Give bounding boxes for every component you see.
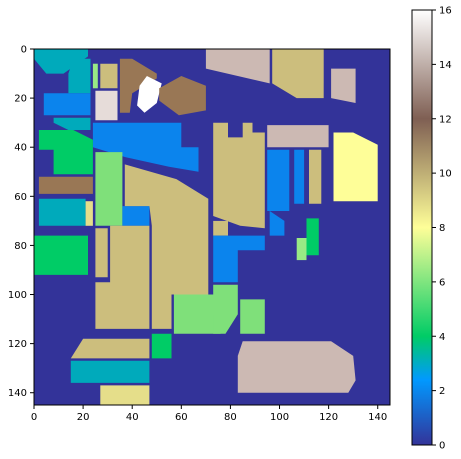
region-class-3 xyxy=(70,360,150,383)
colorbar-tick-label: 8 xyxy=(439,223,445,234)
y-tick-label: 40 xyxy=(14,143,27,154)
colorbar-tick-label: 4 xyxy=(439,332,445,343)
region-class-2 xyxy=(294,149,305,204)
x-tick-label: 60 xyxy=(175,412,188,423)
region-class-10 xyxy=(151,294,172,329)
region-class-2 xyxy=(43,93,91,116)
region-class-11 xyxy=(119,58,157,113)
region-class-10 xyxy=(124,164,209,295)
region-class-16 xyxy=(137,76,162,113)
region-class-2 xyxy=(122,206,150,226)
region-class-4 xyxy=(38,130,93,175)
colorbar-tick-label: 6 xyxy=(439,277,445,288)
region-class-14 xyxy=(331,68,356,103)
region-class-10 xyxy=(213,122,265,229)
colorbar xyxy=(412,10,432,445)
region-class-2 xyxy=(267,149,290,211)
region-class-8 xyxy=(333,132,378,202)
region-class-3 xyxy=(34,49,88,74)
region-class-4 xyxy=(34,235,88,275)
region-class-6 xyxy=(92,63,98,89)
region-class-6 xyxy=(296,238,307,261)
region-class-10 xyxy=(213,220,228,236)
region-class-5 xyxy=(213,284,238,334)
region-class-10 xyxy=(70,338,150,359)
region-class-9 xyxy=(100,385,150,405)
y-tick-label: 120 xyxy=(8,339,27,350)
region-class-10 xyxy=(272,49,324,99)
x-axis: 0 20 40 60 80 100 120 140 xyxy=(31,405,387,423)
region-class-4 xyxy=(306,218,319,256)
y-tick-label: 60 xyxy=(14,192,27,203)
region-class-3 xyxy=(68,58,91,94)
colorbar-axis: 0 2 4 6 8 10 12 14 16 xyxy=(432,6,452,452)
map-regions xyxy=(34,49,378,405)
region-class-12 xyxy=(38,176,93,194)
region-class-11 xyxy=(159,76,206,116)
region-class-14 xyxy=(267,125,329,148)
y-tick-label: 20 xyxy=(14,94,27,105)
x-tick-label: 20 xyxy=(77,412,90,423)
y-axis: 0 20 40 60 80 100 120 140 xyxy=(8,45,34,399)
x-tick-label: 140 xyxy=(368,412,387,423)
x-tick-label: 100 xyxy=(270,412,289,423)
colorbar-tick-label: 14 xyxy=(439,60,452,71)
region-class-5 xyxy=(95,152,123,226)
region-class-5 xyxy=(173,294,221,334)
region-class-9 xyxy=(85,201,93,226)
colorbar-tick-label: 0 xyxy=(439,441,445,452)
x-tick-label: 80 xyxy=(224,412,237,423)
region-class-3 xyxy=(38,198,86,226)
region-class-2 xyxy=(213,235,265,283)
x-tick-label: 0 xyxy=(31,412,37,423)
region-class-10 xyxy=(100,63,118,89)
colorbar-tick-label: 16 xyxy=(439,6,452,17)
colorbar-tick-label: 10 xyxy=(439,169,452,180)
region-class-2 xyxy=(269,211,285,236)
y-tick-label: 140 xyxy=(8,388,27,399)
x-tick-label: 40 xyxy=(126,412,139,423)
region-class-10 xyxy=(95,228,108,278)
colorbar-tick-label: 2 xyxy=(439,386,445,397)
region-class-4 xyxy=(151,333,172,359)
region-class-2 xyxy=(92,122,199,172)
y-tick-label: 80 xyxy=(14,241,27,252)
y-tick-label: 100 xyxy=(8,290,27,301)
x-tick-label: 120 xyxy=(319,412,338,423)
map-frame xyxy=(33,48,391,406)
region-class-15 xyxy=(95,90,118,121)
colorbar-tick-label: 12 xyxy=(439,114,452,125)
region-class-5 xyxy=(240,299,265,334)
region-class-14 xyxy=(237,341,356,393)
y-tick-label: 0 xyxy=(21,45,27,56)
region-class-10 xyxy=(309,149,322,204)
region-class-14 xyxy=(205,49,270,84)
region-class-10 xyxy=(95,225,150,329)
region-class-3 xyxy=(53,117,91,130)
